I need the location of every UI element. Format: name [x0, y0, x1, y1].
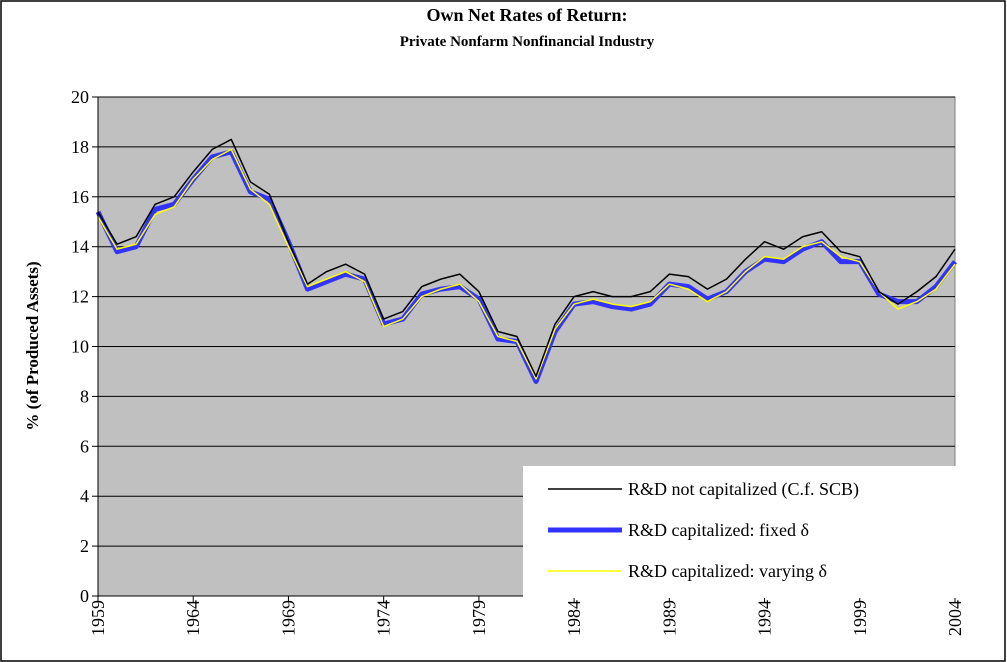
- x-tick-label: 1964: [183, 600, 203, 636]
- legend-label: R&D not capitalized (C.f. SCB): [628, 479, 859, 500]
- x-tick-label: 1994: [755, 600, 775, 636]
- lines: [95, 138, 957, 384]
- legend-label: R&D capitalized: fixed δ: [628, 520, 809, 540]
- x-tick-label: 1979: [469, 600, 489, 636]
- y-axis-label: % (of Produced Assets): [23, 261, 42, 430]
- x-tick-label: 1989: [659, 600, 679, 636]
- x-tick-label: 1974: [374, 600, 394, 636]
- x-tick-label: 1969: [278, 600, 298, 636]
- y-tick-label: 6: [80, 436, 89, 456]
- series-line: [97, 148, 956, 380]
- legend: R&D not capitalized (C.f. SCB) R&D capita…: [523, 466, 957, 598]
- y-tick-label: 12: [71, 287, 89, 307]
- y-tick-label: 0: [80, 586, 89, 606]
- y-tick-label: 10: [71, 337, 89, 357]
- series-line: [97, 138, 956, 378]
- x-tick-label: 1999: [850, 600, 870, 636]
- x-tick-label: 2004: [945, 600, 965, 636]
- y-tick-label: 4: [80, 486, 89, 506]
- legend-label: R&D capitalized: varying δ: [628, 561, 827, 581]
- y-tick-label: 16: [71, 187, 89, 207]
- y-tick-label: 20: [71, 87, 89, 107]
- y-tick-label: 8: [80, 386, 89, 406]
- chart-subtitle: Private Nonfarm Nonfinancial Industry: [400, 34, 655, 50]
- y-tick-label: 14: [71, 237, 89, 257]
- chart-title: Own Net Rates of Return:: [427, 5, 628, 25]
- y-tick-label: 2: [80, 536, 89, 556]
- x-tick-label: 1959: [88, 600, 108, 636]
- x-tick-label: 1984: [564, 600, 584, 636]
- y-tick-label: 18: [71, 137, 89, 157]
